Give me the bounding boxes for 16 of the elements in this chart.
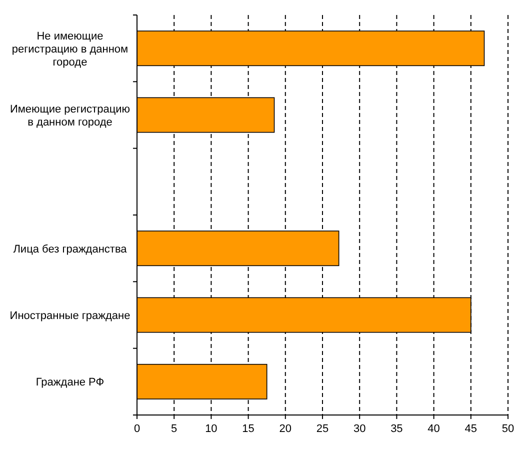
y-tick-label: Иностранные граждане (10, 310, 130, 322)
y-tick-label: Лица без гражданства (13, 243, 128, 256)
x-tick-label: 50 (502, 423, 514, 435)
y-tick-label: Граждане РФ (36, 376, 104, 389)
y-tick-label: Не имеющие регистрацию в данном городе (12, 30, 128, 68)
x-tick-label: 10 (205, 423, 218, 435)
x-tick-label: 20 (279, 423, 292, 435)
x-tick-label: 30 (353, 423, 366, 435)
x-tick-label: 5 (171, 423, 178, 435)
x-tick-label: 35 (390, 423, 403, 435)
x-tick-label: 25 (316, 423, 329, 435)
x-tick-label: 0 (134, 423, 140, 435)
x-tick-label: 15 (242, 423, 254, 435)
x-tick-label: 45 (464, 423, 478, 435)
y-tick-label: Имеющие регистрацию в данном городе (10, 104, 130, 128)
x-tick-label: 40 (428, 423, 440, 435)
